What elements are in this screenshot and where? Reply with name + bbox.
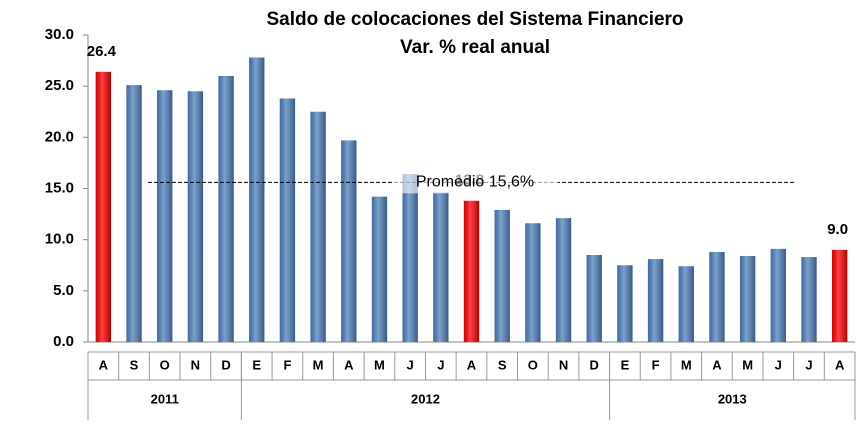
x-tick-label: A — [467, 357, 477, 372]
x-tick-label: A — [712, 357, 722, 372]
bar-shade — [218, 75, 234, 342]
x-tick-label: S — [498, 357, 507, 372]
bar-shade — [586, 255, 602, 342]
x-tick-label: N — [559, 357, 568, 372]
x-tick-label: O — [160, 357, 170, 372]
bar-shade — [279, 98, 296, 343]
x-tick-label: M — [313, 357, 324, 372]
x-tick-label: F — [283, 357, 291, 372]
bar-shade — [157, 90, 173, 342]
bar-shade — [402, 174, 418, 342]
bar-shade — [249, 57, 265, 342]
x-tick-label: D — [590, 357, 599, 372]
y-tick-label: 10.0 — [45, 231, 74, 248]
x-tick-label: M — [742, 357, 753, 372]
bar-shade — [709, 251, 725, 342]
bar-shade — [433, 192, 449, 342]
reference-label-bg — [392, 171, 558, 194]
value-label: 9.0 — [827, 221, 848, 238]
x-tick-label: E — [621, 357, 630, 372]
x-tick-label: D — [221, 357, 230, 372]
y-tick-label: 20.0 — [45, 128, 74, 145]
bar-shade — [187, 91, 204, 343]
bar-shade — [831, 249, 848, 342]
year-label: 2012 — [411, 391, 440, 406]
bar-shade — [739, 256, 756, 342]
bar-shade — [341, 140, 357, 342]
y-tick-label: 5.0 — [53, 282, 74, 299]
bar-shade — [770, 248, 786, 342]
bar-shade — [371, 196, 388, 342]
y-tick-label: 0.0 — [53, 333, 74, 350]
bar-shade — [95, 71, 112, 342]
x-tick-label: M — [681, 357, 692, 372]
x-tick-label: E — [252, 357, 261, 372]
x-tick-label: A — [99, 357, 109, 372]
bar-shade — [310, 111, 326, 342]
x-tick-label: J — [805, 357, 812, 372]
x-tick-label: O — [528, 357, 538, 372]
bar-shade — [647, 259, 664, 342]
x-tick-label: M — [374, 357, 385, 372]
x-tick-label: F — [652, 357, 660, 372]
bar-shade — [525, 223, 541, 342]
bar-shade — [555, 218, 572, 342]
year-label: 2011 — [151, 391, 179, 406]
x-tick-label: J — [407, 357, 414, 372]
bar-shade — [678, 266, 694, 342]
bar-shade — [801, 257, 817, 342]
bar-shade — [463, 200, 480, 342]
bar-shade — [126, 85, 142, 342]
x-tick-label: S — [130, 357, 139, 372]
y-tick-label: 30.0 — [45, 26, 74, 43]
y-tick-label: 15.0 — [45, 179, 74, 196]
value-label: 26.4 — [87, 43, 117, 60]
x-tick-label: J — [437, 357, 444, 372]
year-label: 2013 — [718, 391, 747, 406]
x-tick-label: A — [344, 357, 354, 372]
chart-subtitle: Var. % real anual — [400, 37, 550, 58]
x-tick-label: J — [775, 357, 782, 372]
x-tick-label: A — [835, 357, 845, 372]
bar-shade — [494, 209, 510, 342]
x-tick-label: N — [191, 357, 200, 372]
y-tick-label: 25.0 — [45, 77, 74, 94]
chart-title: Saldo de colocaciones del Sistema Financ… — [266, 9, 683, 30]
reference-label: Promedio 15,6% — [416, 174, 534, 191]
bar-shade — [617, 265, 633, 342]
